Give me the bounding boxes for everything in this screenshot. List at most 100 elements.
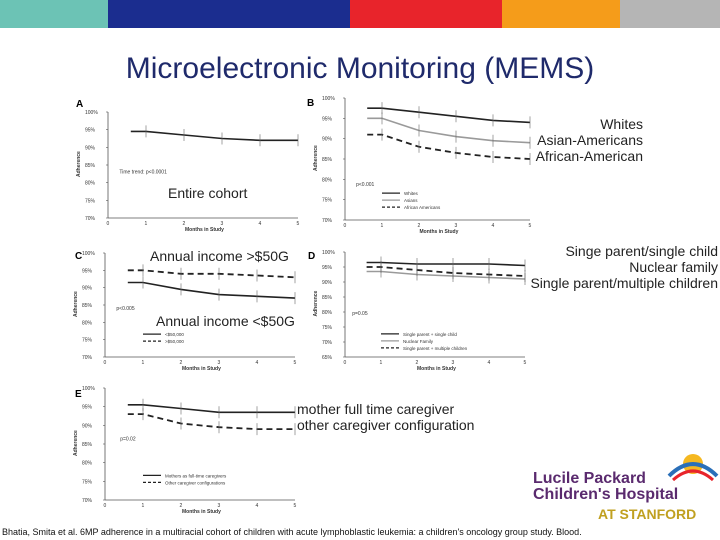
panel-a-y-tick-label: 95%	[85, 128, 96, 134]
panel-b-x-tick-label: 0	[344, 223, 347, 229]
panel-b-y-tick-label: 90%	[322, 137, 333, 143]
panel-b-series-2-line	[367, 133, 531, 160]
income-high-label: Annual income >$50G	[150, 248, 289, 264]
panel-b-y-tick-label: 75%	[322, 198, 333, 204]
panel-e-x-tick-label: 3	[218, 503, 221, 509]
panel-c-legend-label-1: >$50,000	[165, 339, 184, 344]
panel-d-x-axis-label: Months in Study	[417, 366, 456, 372]
panel-c-y-axis-label: Adherence	[73, 291, 79, 317]
entire-cohort-label: Entire cohort	[168, 185, 248, 201]
panel-b-y-axis-label: Adherence	[313, 145, 319, 171]
panel-a-y-tick-label: 85%	[85, 163, 96, 169]
panel-d-x-tick-label: 1	[380, 360, 383, 366]
panel-a-x-tick-label: 2	[183, 221, 186, 227]
panel-b-y-tick-label: 95%	[322, 116, 333, 122]
legend-whites: Whites	[600, 116, 643, 132]
legend-african-american: African-American	[535, 148, 643, 164]
panel-a-letter: A	[76, 99, 83, 110]
panel-b-legend-label-1: Asians	[404, 198, 418, 203]
panel-c-series-0-line	[127, 281, 296, 299]
panel-b-y-tick-label: 100%	[322, 96, 335, 102]
panel-d-series-1-line	[366, 270, 526, 280]
color-bar-segment-2	[108, 0, 350, 28]
hospital-logo: Lucile Packard Children's Hospital AT ST…	[523, 454, 720, 540]
panel-d-y-tick-label: 85%	[322, 295, 333, 301]
panel-c-y-tick-label: 90%	[82, 286, 93, 292]
panel-c-x-tick-label: 5	[294, 360, 297, 366]
panel-e-legend-label-1: Other caregiver configurations	[165, 480, 226, 485]
panel-d-y-tick-label: 100%	[322, 250, 335, 256]
panel-c-x-tick-label: 0	[104, 360, 107, 366]
panel-d-y-axis-label: Adherence	[313, 290, 319, 316]
panel-d-x-tick-label: 4	[488, 360, 491, 366]
panel-c-x-tick-label: 4	[256, 360, 259, 366]
panel-a-y-tick-label: 75%	[85, 198, 96, 204]
panel-d-y-tick-label: 80%	[322, 310, 333, 316]
legend-asian-americans: Asian-Americans	[537, 132, 643, 148]
panel-c-y-tick-label: 80%	[82, 320, 93, 326]
panel-b-x-tick-label: 4	[492, 223, 495, 229]
panel-c-x-tick-label: 1	[142, 360, 145, 366]
panel-c-legend-label-0: <$50,000	[165, 332, 184, 337]
panel-c-y-tick-label: 100%	[82, 251, 95, 257]
panel-e-y-tick-label: 95%	[82, 405, 93, 411]
panel-e-y-axis-label: Adherence	[73, 430, 79, 456]
panel-d-y-tick-label: 90%	[322, 280, 333, 286]
income-low-label: Annual income <$50G	[156, 313, 295, 329]
panel-b-series-0-line	[367, 107, 531, 124]
panel-e-series-1-line	[127, 413, 295, 430]
panel-b-legend-overlay: Whites Asian-Americans African-American	[470, 116, 643, 164]
panel-e-x-tick-label: 2	[180, 503, 183, 509]
panel-a-y-tick-label: 70%	[85, 216, 96, 222]
panel-b-letter: B	[307, 98, 314, 109]
panel-b-x-tick-label: 1	[381, 223, 384, 229]
panel-e-x-tick-label: 0	[104, 503, 107, 509]
panel-d-letter: D	[308, 251, 315, 262]
logo-line-2: Children's Hospital	[533, 486, 679, 503]
panel-b-series-1-line	[367, 117, 531, 144]
panel-a-y-tick-label: 100%	[85, 110, 98, 116]
panel-d-x-tick-label: 5	[524, 360, 527, 366]
panel-b-y-tick-label: 80%	[322, 177, 333, 183]
panel-c-y-tick-label: 75%	[82, 338, 93, 344]
panel-d-y-tick-label: 70%	[322, 340, 333, 346]
legend-single-parent-single-child: Singe parent/single child	[565, 243, 718, 259]
legend-single-parent-multiple-children: Single parent/multiple children	[530, 275, 718, 291]
panel-b-x-tick-label: 3	[455, 223, 458, 229]
panel-a-y-tick-label: 90%	[85, 145, 96, 151]
panel-b-y-tick-label: 85%	[322, 157, 333, 163]
panel-a-x-tick-label: 5	[297, 221, 300, 227]
panel-c-annotation: p<0.005	[116, 306, 134, 312]
panel-a-x-tick-label: 1	[145, 221, 148, 227]
panel-c-letter: C	[75, 251, 82, 262]
color-bar-segment-1	[0, 0, 108, 28]
panel-e-y-tick-label: 90%	[82, 423, 93, 429]
panel-b-x-axis-label: Months in Study	[420, 229, 459, 235]
legend-mother-caregiver: mother full time caregiver	[297, 401, 455, 417]
panel-a-series-0-line	[130, 130, 298, 142]
slide-title: Microelectronic Monitoring (MEMS)	[125, 52, 595, 85]
panel-d-y-tick-label: 75%	[322, 325, 333, 331]
panel-a-x-tick-label: 4	[259, 221, 262, 227]
logo-line-1: Lucile Packard	[533, 470, 646, 487]
color-bar-segment-5	[620, 0, 720, 28]
panel-d-series-0-line	[366, 261, 526, 267]
panel-e-legend-label-0: Mothers as full-time caregivers	[165, 473, 227, 478]
panel-b-y-tick-label: 70%	[322, 218, 333, 224]
panel-d-legend-overlay: Singe parent/single child Nuclear family…	[520, 243, 718, 291]
panel-c-x-axis-label: Months in Study	[182, 366, 221, 372]
panel-c-x-tick-label: 2	[180, 360, 183, 366]
logo-line-3: AT STANFORD	[598, 506, 697, 522]
citation-text: Bhatia, Smita et al. 6MP adherence in a …	[2, 527, 582, 537]
panel-e-x-axis-label: Months in Study	[182, 509, 221, 515]
panel-d-annotation: p=0.05	[352, 311, 368, 317]
panel-d-x-tick-label: 0	[344, 360, 347, 366]
panel-e-annotation: p=0.02	[120, 437, 136, 443]
panel-c-y-tick-label: 95%	[82, 268, 93, 274]
panel-a-x-axis-label: Months in Study	[185, 227, 224, 233]
sun-icon	[667, 454, 719, 482]
panel-d-x-tick-label: 3	[452, 360, 455, 366]
panel-a-x-tick-label: 3	[221, 221, 224, 227]
panel-e-letter: E	[75, 389, 82, 400]
